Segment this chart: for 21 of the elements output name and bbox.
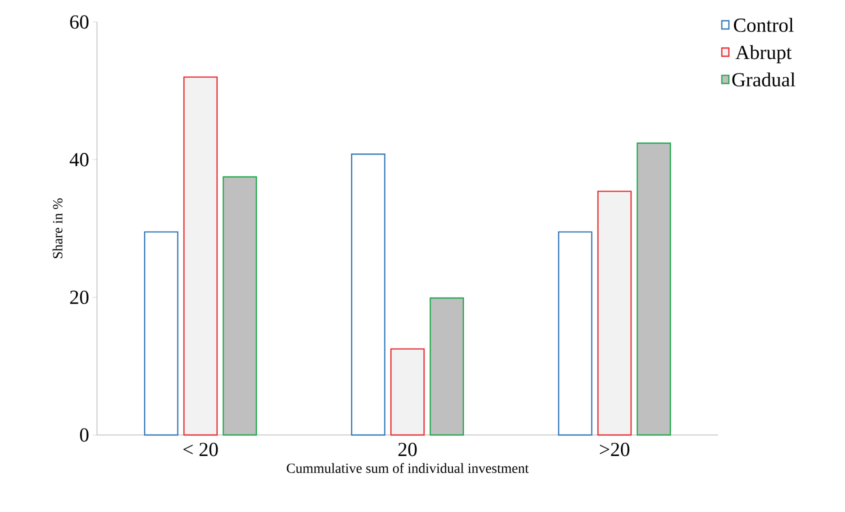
bar xyxy=(636,142,671,436)
y-tick-label: 0 xyxy=(80,428,88,442)
legend-label: Gradual xyxy=(732,72,796,86)
y-tick-label: 20 xyxy=(70,290,88,304)
bar xyxy=(351,154,386,436)
y-tick-label: 40 xyxy=(70,152,88,166)
legend-label: Control xyxy=(734,18,794,32)
bar xyxy=(390,348,425,436)
x-axis-title: Cummulative sum of individual investment xyxy=(286,463,529,474)
x-tick-label: >20 xyxy=(600,442,630,456)
legend-label: Abrupt xyxy=(736,45,792,64)
bar xyxy=(183,76,218,436)
bar xyxy=(430,297,464,436)
x-tick-label: < 20 xyxy=(183,442,218,456)
bar xyxy=(597,190,632,436)
x-tick-label: 20 xyxy=(398,442,417,456)
y-tick-label: 60 xyxy=(70,15,88,29)
bar xyxy=(558,231,592,436)
bar xyxy=(222,176,257,436)
y-axis-title: Share in % xyxy=(52,198,62,258)
bar xyxy=(144,231,178,436)
